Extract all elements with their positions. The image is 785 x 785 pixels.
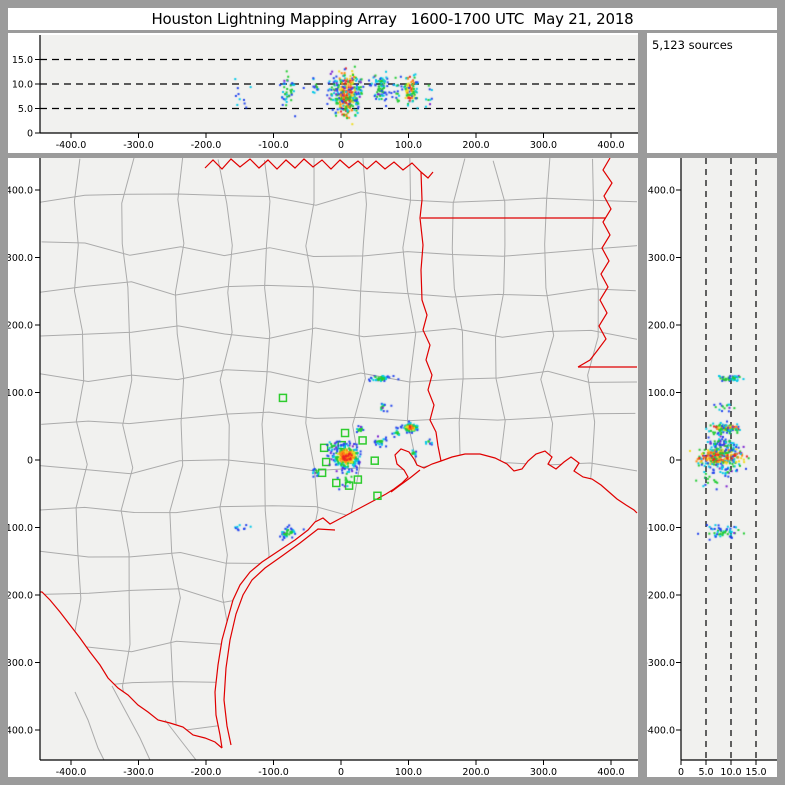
altitude-ns-plot-area[interactable] bbox=[647, 158, 777, 777]
altitude-ew-plot-area[interactable] bbox=[8, 33, 638, 153]
altitude-vs-northsouth-panel: 400.0300.0200.0100.00-100.0-200.0-300.0-… bbox=[647, 158, 777, 777]
page-title: Houston Lightning Mapping Array 1600-170… bbox=[8, 8, 777, 30]
altitude-vs-eastwest-panel: 05.010.015.0-400.0-300.0-200.0-100.00100… bbox=[8, 33, 638, 153]
plan-view-plot-area[interactable] bbox=[8, 158, 638, 777]
sources-count: 5,123 sources bbox=[652, 38, 733, 52]
sources-count-panel: 5,123 sources bbox=[647, 33, 777, 153]
plan-view-map-panel: 400.0300.0200.0100.00-100.0-200.0-300.0-… bbox=[8, 158, 638, 777]
